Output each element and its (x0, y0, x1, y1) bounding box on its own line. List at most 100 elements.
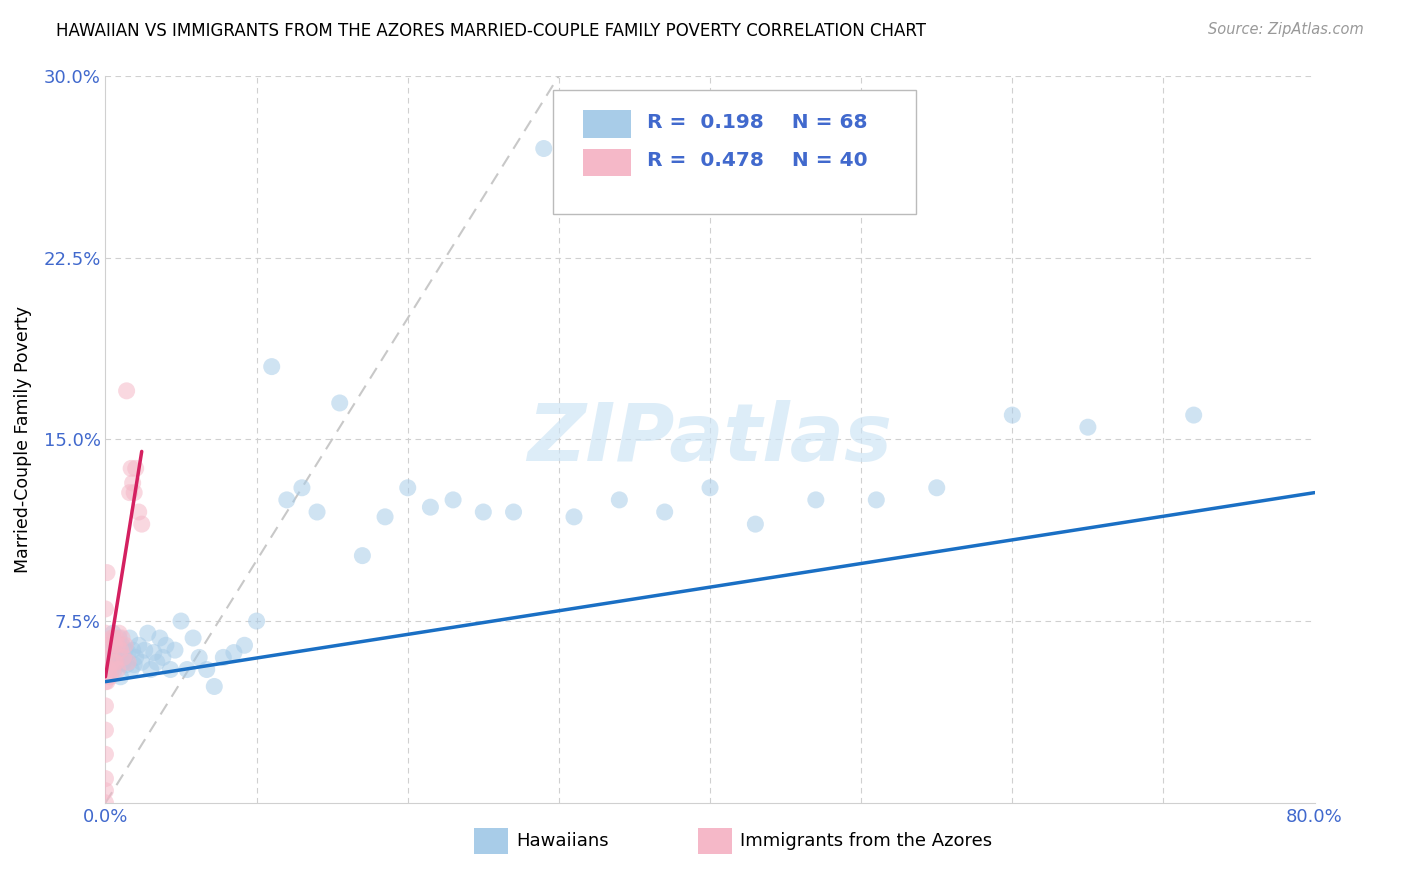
Point (117, 655, 139, 669)
Point (176, 663, 198, 677)
Text: R =  0.478    N = 40: R = 0.478 N = 40 (647, 152, 868, 170)
Point (654, 505, 676, 519)
Text: Immigrants from the Azores: Immigrants from the Azores (741, 831, 993, 849)
Point (100, 655, 122, 669)
Point (105, 631, 128, 645)
Point (100, 631, 122, 645)
Text: HAWAIIAN VS IMMIGRANTS FROM THE AZORES MARRIED-COUPLE FAMILY POVERTY CORRELATION: HAWAIIAN VS IMMIGRANTS FROM THE AZORES M… (56, 22, 927, 40)
Point (118, 631, 141, 645)
Point (233, 638, 256, 652)
Point (103, 663, 125, 677)
Point (110, 643, 132, 657)
Point (276, 492, 298, 507)
Point (103, 655, 125, 669)
Point (307, 505, 329, 519)
Point (163, 643, 186, 657)
Point (94, 698, 117, 713)
Point (170, 614, 193, 628)
Point (101, 626, 124, 640)
Point (117, 646, 139, 660)
Point (124, 461, 148, 475)
Point (533, 141, 555, 155)
Point (115, 657, 138, 672)
Point (101, 631, 124, 645)
Point (128, 505, 150, 519)
Point (142, 646, 165, 660)
Point (121, 475, 143, 490)
Bar (474, 829, 508, 854)
Point (122, 657, 145, 672)
Text: Source: ZipAtlas.com: Source: ZipAtlas.com (1208, 22, 1364, 37)
Point (159, 663, 181, 677)
Point (98, 670, 121, 684)
Point (212, 650, 235, 665)
Text: Hawaiians: Hawaiians (516, 831, 609, 849)
Point (152, 650, 174, 665)
Point (120, 663, 142, 677)
Point (181, 631, 204, 645)
Point (865, 492, 887, 507)
FancyBboxPatch shape (583, 110, 631, 137)
Bar (697, 829, 731, 854)
Point (107, 638, 129, 652)
Point (139, 663, 162, 677)
Point (131, 655, 153, 669)
Point (96, 566, 118, 580)
Point (699, 481, 721, 495)
Point (136, 626, 159, 640)
Point (804, 492, 827, 507)
Point (120, 461, 142, 475)
Point (98, 650, 121, 665)
Point (107, 663, 129, 677)
Point (115, 384, 138, 398)
Point (374, 509, 396, 524)
Point (94, 723, 117, 737)
FancyBboxPatch shape (583, 148, 631, 176)
Point (94, 674, 117, 689)
Point (114, 638, 136, 652)
Point (502, 505, 524, 519)
Point (1182, 408, 1205, 422)
Point (100, 663, 122, 677)
Point (97, 638, 120, 652)
Point (925, 481, 948, 495)
Point (105, 646, 128, 660)
Point (103, 638, 125, 652)
Point (122, 485, 145, 500)
Point (291, 481, 314, 495)
Point (108, 626, 131, 640)
Point (105, 655, 128, 669)
Point (121, 643, 143, 657)
Point (202, 680, 225, 694)
Point (101, 650, 124, 665)
Point (111, 638, 134, 652)
Point (128, 638, 150, 652)
Point (94, 772, 117, 786)
Point (97, 663, 120, 677)
Point (118, 485, 141, 500)
Point (124, 650, 148, 665)
Point (396, 481, 419, 495)
Point (107, 655, 129, 669)
Point (94, 602, 117, 616)
Point (134, 643, 156, 657)
Point (146, 655, 169, 669)
Point (111, 631, 134, 645)
Point (101, 663, 124, 677)
Point (149, 631, 172, 645)
Point (329, 396, 352, 410)
Point (103, 638, 125, 652)
Point (1077, 420, 1099, 434)
Point (112, 655, 135, 669)
Point (114, 643, 136, 657)
Point (98, 643, 121, 657)
Point (94, 747, 117, 762)
Point (1001, 408, 1024, 422)
FancyBboxPatch shape (553, 90, 915, 214)
Point (246, 614, 269, 628)
Point (195, 663, 218, 677)
Point (472, 505, 495, 519)
Point (419, 500, 441, 515)
Point (110, 670, 132, 684)
Point (108, 631, 131, 645)
